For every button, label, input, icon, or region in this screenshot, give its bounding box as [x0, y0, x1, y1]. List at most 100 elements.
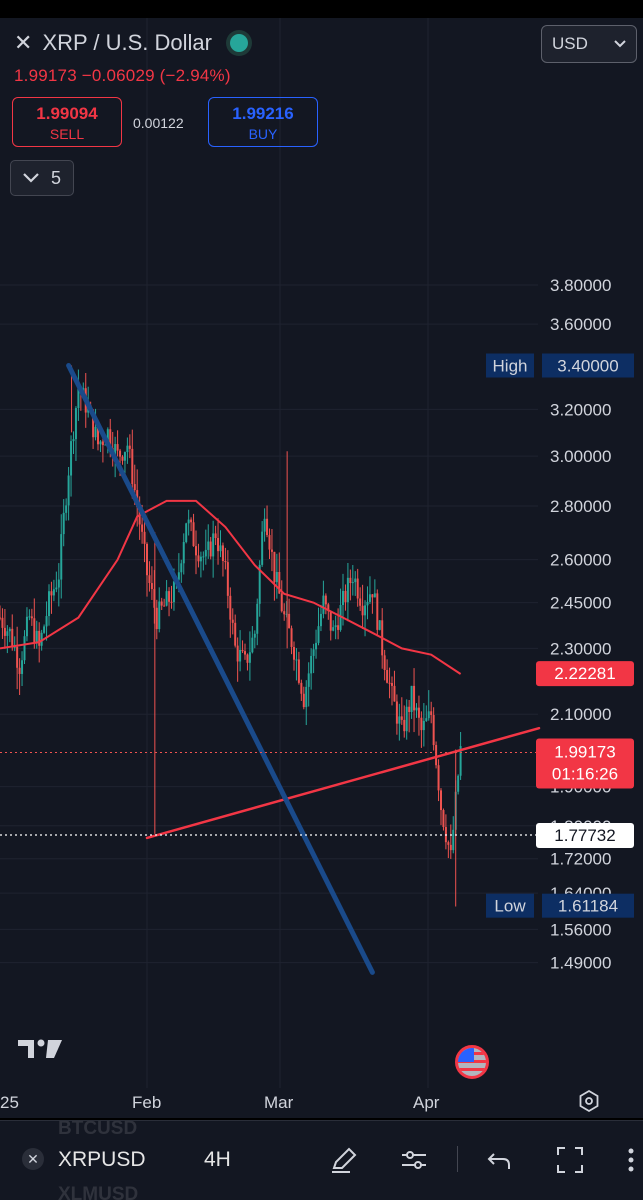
- candle-body: [332, 627, 335, 631]
- candle-body: [395, 701, 398, 724]
- buy-button[interactable]: 1.99216 BUY: [208, 97, 318, 147]
- candle-body: [256, 603, 259, 634]
- sliders-icon[interactable]: [398, 1144, 430, 1176]
- candle-body: [300, 682, 303, 694]
- candle-body: [327, 604, 330, 612]
- candle-body: [104, 444, 107, 446]
- symbol-header: ✕ XRP / U.S. Dollar: [14, 30, 248, 56]
- candles: [0, 365, 462, 907]
- candle-body: [192, 522, 195, 547]
- candle-body: [270, 549, 273, 552]
- candle-body: [195, 546, 197, 556]
- symbol-title[interactable]: XRP / U.S. Dollar: [42, 30, 212, 55]
- toolbar-divider: [457, 1146, 458, 1172]
- candle-body: [170, 601, 173, 603]
- trendlines[interactable]: [66, 363, 541, 975]
- candle-body: [62, 512, 65, 535]
- x-tick-label: Apr: [413, 1093, 440, 1112]
- currency-value: USD: [552, 34, 588, 53]
- toolbar-interval[interactable]: 4H: [204, 1148, 231, 1171]
- candle-body: [150, 583, 153, 589]
- chart-area[interactable]: [0, 18, 643, 1118]
- candle-body: [393, 685, 396, 702]
- candle-body: [368, 594, 371, 602]
- crosshair-price-label: 1.77732: [554, 826, 615, 845]
- candle-body: [241, 649, 244, 652]
- candle-body: [410, 685, 413, 713]
- candle-body: [141, 524, 144, 532]
- candle-body: [121, 456, 124, 461]
- y-tick-label: 1.56000: [550, 920, 611, 939]
- candle-body: [261, 531, 264, 565]
- candle-body: [126, 445, 129, 453]
- close-icon[interactable]: ✕: [14, 30, 33, 55]
- candle-body: [359, 598, 362, 606]
- candle-body: [116, 444, 119, 451]
- candle-body: [94, 426, 97, 438]
- candle-body: [207, 541, 210, 550]
- tradingview-logo-icon[interactable]: [18, 1036, 64, 1067]
- candle-body: [219, 545, 222, 552]
- candle-body: [317, 626, 320, 643]
- indicators-collapse-button[interactable]: 5: [10, 160, 74, 196]
- candle-body: [224, 560, 227, 563]
- currency-select[interactable]: USD: [541, 25, 637, 63]
- bottom-toolbar: [0, 1120, 643, 1200]
- candle-body: [236, 645, 239, 662]
- candle-body: [440, 790, 442, 811]
- candle-body: [40, 632, 43, 646]
- settings-icon[interactable]: [577, 1089, 601, 1113]
- close-symbol-icon[interactable]: ✕: [22, 1148, 44, 1170]
- candle-body: [50, 591, 53, 596]
- candle-body: [312, 649, 315, 656]
- candle-body: [165, 591, 168, 606]
- candle-body: [146, 543, 148, 576]
- sell-price: 1.99094: [36, 104, 98, 123]
- status-strip: [0, 0, 643, 18]
- candle-body: [403, 719, 406, 732]
- y-tick-label: 2.60000: [550, 551, 611, 570]
- candle-body: [123, 452, 126, 461]
- candle-body: [217, 538, 220, 552]
- candle-body: [38, 630, 41, 646]
- candle-body: [180, 563, 183, 573]
- candle-body: [258, 564, 261, 604]
- price-axis[interactable]: 3.80000 3.60000 3.20000 3.00000 2.80000 2.600…: [550, 276, 611, 973]
- candle-body: [324, 595, 327, 605]
- undo-icon[interactable]: [484, 1144, 516, 1176]
- more-vertical-icon[interactable]: [615, 1144, 643, 1176]
- candle-body: [0, 617, 1, 619]
- buy-price: 1.99216: [232, 104, 294, 123]
- candle-body: [202, 556, 205, 558]
- candle-body: [231, 619, 234, 623]
- candle-body: [6, 631, 9, 636]
- candle-body: [92, 409, 95, 438]
- candle-body: [160, 601, 163, 606]
- sell-button[interactable]: 1.99094 SELL: [12, 97, 122, 147]
- fullscreen-icon[interactable]: [554, 1144, 586, 1176]
- candle-body: [128, 445, 131, 449]
- candle-body: [432, 715, 435, 746]
- candle-body: [425, 718, 428, 721]
- low-tag: [486, 893, 534, 918]
- us-flag-icon[interactable]: [455, 1045, 489, 1079]
- toolbar-symbol[interactable]: XRPUSD: [58, 1148, 146, 1171]
- candle-body: [148, 575, 151, 584]
- time-axis[interactable]: 25 Feb Mar Apr: [0, 1093, 440, 1112]
- candle-body: [356, 578, 359, 599]
- candle-body: [204, 549, 207, 557]
- candle-body: [43, 626, 46, 633]
- y-tick-label: 3.20000: [550, 400, 611, 419]
- candle-body: [278, 572, 281, 594]
- watchlist-symbol-below[interactable]: XLMUSD: [58, 1184, 139, 1200]
- candle-body: [315, 642, 318, 650]
- low-price-box: [542, 893, 634, 918]
- candle-body: [101, 441, 104, 446]
- pen-icon[interactable]: [328, 1144, 360, 1176]
- y-tick-label: 1.72000: [550, 850, 611, 869]
- indicator-count: 5: [50, 167, 61, 188]
- candle-body: [48, 591, 50, 617]
- candlestick-chart[interactable]: 3.80000 3.60000 3.20000 3.00000 2.80000 2.600…: [0, 18, 643, 1118]
- candle-body: [190, 519, 193, 523]
- watchlist-symbol-above[interactable]: BTCUSD: [58, 1118, 138, 1139]
